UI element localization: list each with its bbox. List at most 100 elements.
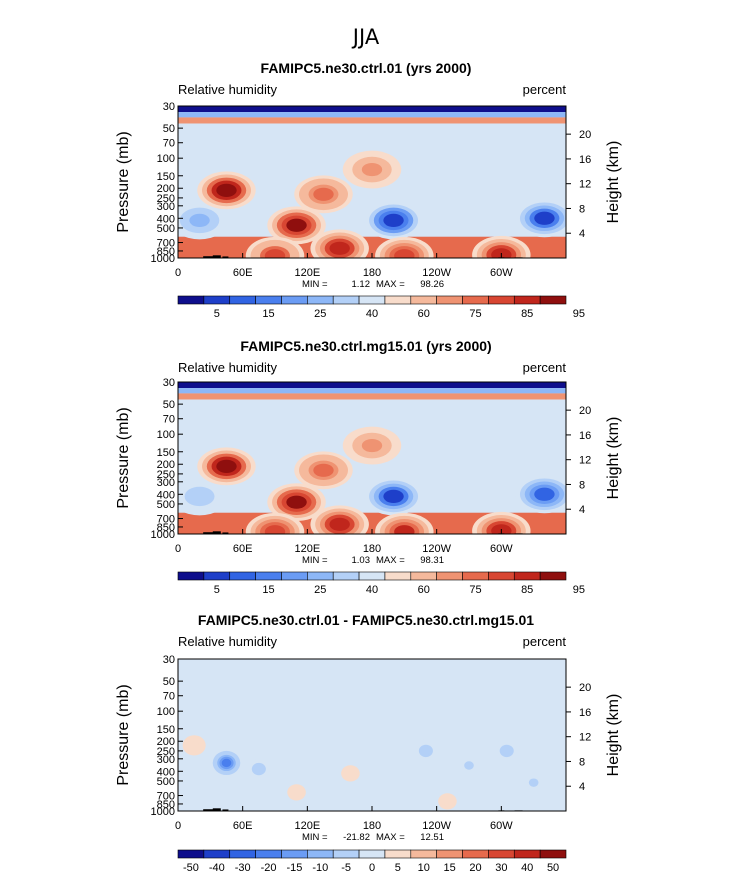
max-value: 12.51 [420, 832, 444, 843]
y-right-tick-label: 12 [579, 732, 591, 744]
y-tick-label: 200 [157, 459, 175, 471]
colorbar-swatch [229, 849, 256, 859]
y-tick-label: 1000 [151, 253, 175, 265]
y-right-tick-label: 8 [579, 479, 585, 491]
colorbar-label: 15 [262, 308, 274, 320]
colorbar-swatch [307, 295, 334, 305]
y-axis-label: Pressure (mb) [115, 684, 132, 785]
left-subtitle: Relative humidity [178, 360, 277, 375]
colorbar-swatch [462, 849, 489, 859]
strato-band [178, 382, 566, 389]
y-tick-label: 100 [157, 153, 175, 165]
upper-moist-band [178, 393, 566, 400]
min-value: 1.03 [352, 555, 371, 566]
topography [212, 808, 221, 811]
colorbar-label: 60 [418, 584, 430, 596]
y-tick-label: 500 [157, 223, 175, 235]
y-right-tick-label: 4 [579, 228, 585, 240]
colorbar-swatch [410, 849, 437, 859]
x-tick-label: 180 [363, 267, 381, 279]
y-tick-label: 250 [157, 193, 175, 205]
y-tick-label: 30 [163, 101, 175, 113]
y-right-tick-label: 8 [579, 756, 585, 768]
contour-blob [383, 489, 404, 503]
colorbar-swatch [177, 295, 205, 305]
colorbar-swatch [358, 571, 386, 581]
colorbar-swatch [410, 571, 437, 581]
max-value: 98.26 [420, 279, 444, 290]
colorbar-swatch [177, 849, 205, 859]
contour-blob [313, 463, 334, 477]
topography [203, 532, 214, 534]
colorbar-swatch [513, 571, 541, 581]
max-value: 98.31 [420, 555, 444, 566]
colorbar: 5 15 25 40 60 75 85 95 [177, 571, 585, 596]
y-tick-label: 70 [163, 691, 175, 703]
y-right-tick-label: 12 [579, 179, 591, 191]
colorbar-label: 60 [418, 308, 430, 320]
colorbar-label: 75 [469, 584, 481, 596]
max-label: MAX = [376, 555, 405, 566]
contour-blob [501, 746, 512, 756]
y-tick-label: 850 [157, 246, 175, 258]
colorbar-swatch [539, 295, 567, 305]
colorbar-swatch [539, 849, 567, 859]
y-right-tick-label: 16 [579, 154, 591, 166]
colorbar-label: 40 [366, 308, 378, 320]
colorbar-swatch [203, 571, 231, 581]
x-tick-label: 120W [422, 820, 451, 832]
y-tick-label: 30 [163, 377, 175, 389]
topography [203, 256, 214, 258]
colorbar-label: -15 [286, 862, 302, 874]
x-tick-label: 0 [175, 543, 181, 555]
contour-blob [189, 213, 210, 227]
colorbar-label: 95 [573, 584, 585, 596]
colorbar-label: 30 [495, 862, 507, 874]
y-tick-label: 50 [163, 399, 175, 411]
y-tick-label: 400 [157, 213, 175, 225]
colorbar-swatch [229, 571, 256, 581]
y-tick-label: 850 [157, 522, 175, 534]
contour-blob [383, 213, 404, 227]
y-axis-label: Pressure (mb) [115, 131, 132, 232]
colorbar-swatch [307, 849, 334, 859]
y-tick-label: 50 [163, 123, 175, 135]
colorbar-label: 40 [366, 584, 378, 596]
y-right-tick-label: 4 [579, 781, 585, 793]
colorbar-label: 95 [573, 308, 585, 320]
y-right-tick-label: 16 [579, 707, 591, 719]
contour-blob [394, 525, 415, 534]
contour-blob [216, 459, 237, 473]
y-right-tick-label: 20 [579, 405, 591, 417]
contour-blob [286, 218, 307, 232]
y-tick-label: 70 [163, 138, 175, 150]
y-tick-label: 30 [163, 654, 175, 666]
contour-blob [534, 211, 555, 225]
y-axis-label: Pressure (mb) [115, 407, 132, 508]
contour-blob [221, 758, 232, 768]
colorbar-swatch [513, 295, 541, 305]
colorbar-swatch [229, 295, 256, 305]
x-tick-label: 180 [363, 820, 381, 832]
y-tick-label: 250 [157, 746, 175, 758]
panel-title: FAMIPC5.ne30.ctrl.01 - FAMIPC5.ne30.ctrl… [198, 612, 534, 628]
colorbar-label: 0 [369, 862, 375, 874]
contour-blob [442, 797, 453, 806]
strato-band-2 [178, 112, 566, 118]
contour-blob [189, 741, 199, 750]
y-right-tick-label: 4 [579, 504, 585, 516]
colorbar-swatch [384, 849, 412, 859]
colorbar-label: 5 [395, 862, 401, 874]
contour-blob [189, 489, 210, 503]
min-value: -21.82 [343, 832, 370, 843]
contour-blob [286, 495, 307, 509]
x-tick-label: 60W [490, 820, 513, 832]
y-tick-label: 1000 [151, 806, 175, 818]
colorbar-swatch [177, 571, 205, 581]
y-tick-label: 300 [157, 477, 175, 489]
panel-title: FAMIPC5.ne30.ctrl.mg15.01 (yrs 2000) [240, 338, 491, 354]
x-tick-label: 180 [363, 543, 381, 555]
colorbar-label: 50 [547, 862, 559, 874]
colorbar-label: -40 [209, 862, 225, 874]
